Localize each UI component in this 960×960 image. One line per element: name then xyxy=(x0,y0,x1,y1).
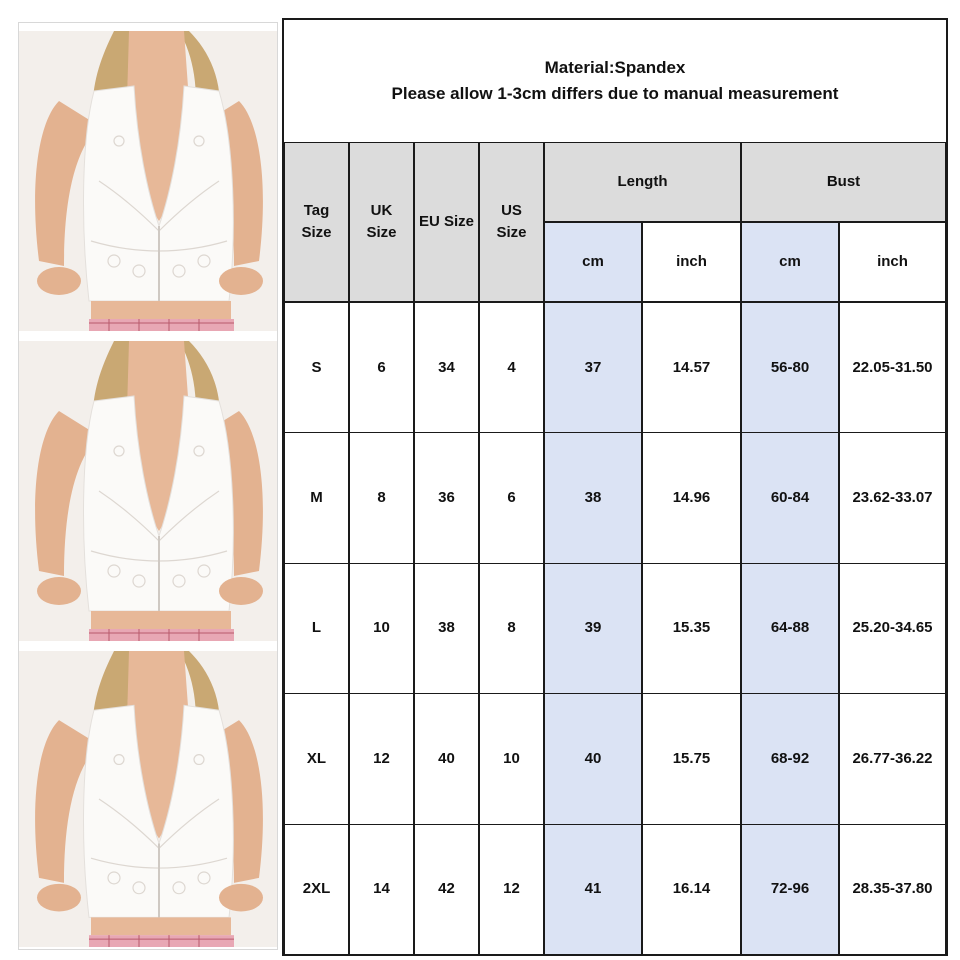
size-row-xl-length-inch: 15.75 xyxy=(642,693,741,825)
product-photo-1 xyxy=(19,31,277,331)
size-chart: Material:Spandex Please allow 1-3cm diff… xyxy=(282,18,948,956)
col-header-tag-size: Tag Size xyxy=(284,142,349,302)
size-row-2xl-eu: 42 xyxy=(414,823,479,955)
col-header-us-size: US Size xyxy=(479,142,544,302)
size-row-s-bust-inch: 22.05-31.50 xyxy=(839,302,946,434)
size-row-m-bust-inch: 23.62-33.07 xyxy=(839,432,946,564)
size-row-2xl-uk: 14 xyxy=(349,823,414,955)
size-row-s-eu: 34 xyxy=(414,302,479,434)
size-row-m-length-cm: 38 xyxy=(544,432,642,564)
size-row-xl-bust-inch: 26.77-36.22 xyxy=(839,693,946,825)
size-row-xl-tag: XL xyxy=(284,693,349,825)
col-header-bust: Bust xyxy=(741,142,946,222)
product-photo-2 xyxy=(19,341,277,641)
measurement-note: Please allow 1-3cm differs due to manual… xyxy=(391,84,839,103)
size-row-m-uk: 8 xyxy=(349,432,414,564)
product-photo-3 xyxy=(19,651,277,947)
size-row-l-length-inch: 15.35 xyxy=(642,562,741,695)
material-text: Material:Spandex xyxy=(544,58,686,77)
size-row-m-eu: 36 xyxy=(414,432,479,564)
size-row-l-bust-inch: 25.20-34.65 xyxy=(839,562,946,695)
size-row-xl-bust-cm: 68-92 xyxy=(741,693,839,825)
size-row-s-length-inch: 14.57 xyxy=(642,302,741,434)
size-row-l-uk: 10 xyxy=(349,562,414,695)
size-row-xl-eu: 40 xyxy=(414,693,479,825)
size-row-l-us: 8 xyxy=(479,562,544,695)
subheader-length-inch: inch xyxy=(642,222,741,302)
size-row-2xl-length-cm: 41 xyxy=(544,823,642,955)
size-row-2xl-tag: 2XL xyxy=(284,823,349,955)
chart-header: Material:Spandex Please allow 1-3cm diff… xyxy=(284,20,946,142)
size-row-xl-uk: 12 xyxy=(349,693,414,825)
size-row-2xl-us: 12 xyxy=(479,823,544,955)
size-row-2xl-bust-inch: 28.35-37.80 xyxy=(839,823,946,955)
size-row-2xl-bust-cm: 72-96 xyxy=(741,823,839,955)
size-row-s-us: 4 xyxy=(479,302,544,434)
size-row-s-tag: S xyxy=(284,302,349,434)
product-photo-column xyxy=(18,22,278,950)
size-row-xl-length-cm: 40 xyxy=(544,693,642,825)
size-row-m-tag: M xyxy=(284,432,349,564)
size-row-l-eu: 38 xyxy=(414,562,479,695)
size-row-xl-us: 10 xyxy=(479,693,544,825)
col-header-eu-size: EU Size xyxy=(414,142,479,302)
subheader-bust-inch: inch xyxy=(839,222,946,302)
size-row-s-bust-cm: 56-80 xyxy=(741,302,839,434)
size-table: Tag Size UK Size EU Size US Size Length … xyxy=(284,142,946,955)
size-row-m-bust-cm: 60-84 xyxy=(741,432,839,564)
size-row-s-uk: 6 xyxy=(349,302,414,434)
size-row-m-us: 6 xyxy=(479,432,544,564)
size-row-l-length-cm: 39 xyxy=(544,562,642,695)
size-row-s-length-cm: 37 xyxy=(544,302,642,434)
col-header-length: Length xyxy=(544,142,741,222)
size-row-l-tag: L xyxy=(284,562,349,695)
subheader-bust-cm: cm xyxy=(741,222,839,302)
size-row-l-bust-cm: 64-88 xyxy=(741,562,839,695)
subheader-length-cm: cm xyxy=(544,222,642,302)
size-row-m-length-inch: 14.96 xyxy=(642,432,741,564)
col-header-uk-size: UK Size xyxy=(349,142,414,302)
size-row-2xl-length-inch: 16.14 xyxy=(642,823,741,955)
